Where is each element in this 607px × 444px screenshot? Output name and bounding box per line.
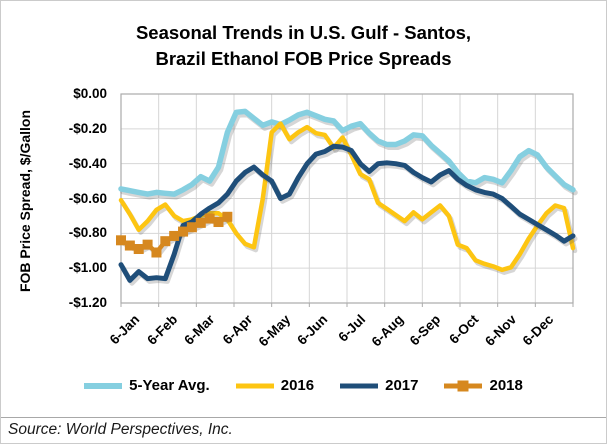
legend-label: 2016 <box>280 377 315 394</box>
series-marker-2018 <box>116 235 126 246</box>
legend-swatch <box>84 380 123 391</box>
legend-swatch <box>235 380 274 391</box>
legend-item-2016: 2016 <box>235 377 315 394</box>
chart-title-line2: Brazil Ethanol FOB Price Spreads <box>155 48 452 69</box>
y-tick-label: -$0.60 <box>68 190 107 206</box>
source-bar: Source: World Perspectives, Inc. <box>1 417 606 443</box>
y-tick-label: $0.00 <box>73 86 107 101</box>
series-shadow-2017 <box>120 146 578 286</box>
y-tick-label: -$1.00 <box>68 260 107 276</box>
legend-swatch <box>340 380 379 391</box>
y-tick-label: -$0.80 <box>68 225 107 241</box>
legend-label: 2017 <box>385 377 419 394</box>
series-marker-2018 <box>142 239 153 250</box>
series-marker-2018 <box>133 244 144 255</box>
series-marker-2018 <box>124 240 135 251</box>
legend-line-icon <box>340 383 379 388</box>
series-marker-2018 <box>178 226 189 237</box>
series-marker-2018 <box>151 247 162 258</box>
legend-square-marker-icon <box>457 380 469 391</box>
series-line-5-Year Avg. <box>118 108 576 197</box>
chart-legend: 5-Year Avg. 2016 2017 2018 <box>1 377 606 394</box>
series-marker-2018 <box>160 236 171 247</box>
series-marker-2018 <box>213 217 224 228</box>
legend-swatch <box>444 380 483 391</box>
series-marker-2018 <box>195 217 206 228</box>
y-tick-label: -$0.40 <box>68 155 107 171</box>
legend-line-icon <box>84 382 123 389</box>
legend-label: 2018 <box>489 377 523 394</box>
y-tick-label: -$1.20 <box>68 295 107 310</box>
legend-item-2018: 2018 <box>444 377 523 394</box>
series-marker-2018 <box>204 213 215 224</box>
legend-item-2017: 2017 <box>340 377 418 394</box>
chart-title: Seasonal Trends in U.S. Gulf - Santos, B… <box>1 20 606 72</box>
legend-label: 5-Year Avg. <box>129 377 210 394</box>
chart-title-line1: Seasonal Trends in U.S. Gulf - Santos, <box>135 22 472 43</box>
source-text: Source: World Perspectives, Inc. <box>8 421 233 438</box>
y-tick-label: -$0.20 <box>68 120 107 136</box>
series-marker-2018 <box>186 222 197 233</box>
series-marker-2018 <box>169 230 180 241</box>
legend-line-icon <box>235 383 274 388</box>
series-marker-2018 <box>222 211 233 222</box>
legend-item-5-Year Avg.: 5-Year Avg. <box>84 377 210 394</box>
